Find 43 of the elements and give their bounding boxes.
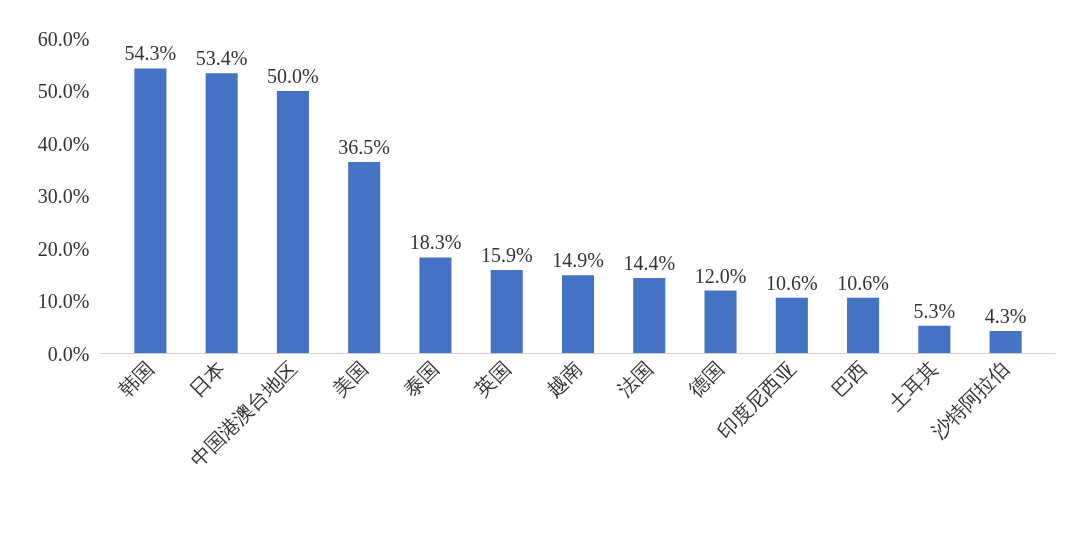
data-label: 50.0% (267, 65, 319, 87)
x-tick-label: 美国 (327, 356, 373, 402)
bar (633, 277, 666, 354)
y-tick-label: 10.0% (37, 290, 90, 312)
bar (775, 297, 808, 354)
bar (561, 275, 595, 354)
data-label: 14.9% (552, 249, 604, 272)
bar (134, 68, 167, 354)
x-tick-label: 韩国 (113, 356, 159, 402)
bar (419, 257, 452, 354)
bar (276, 91, 309, 354)
bar (490, 270, 523, 354)
bar (918, 325, 951, 354)
data-label: 18.3% (409, 231, 462, 254)
bar (989, 330, 1022, 354)
data-label: 12.0% (694, 264, 747, 287)
x-tick-label: 越南 (541, 356, 587, 402)
x-tick-label: 法国 (612, 356, 658, 402)
data-label: 14.4% (623, 251, 676, 274)
data-label: 5.3% (913, 299, 956, 322)
bar (348, 161, 381, 354)
data-label: 36.5% (338, 135, 391, 158)
y-tick-label: 50.0% (37, 80, 90, 102)
x-tick-label: 日本 (184, 356, 231, 402)
y-tick-label: 40.0% (37, 132, 90, 155)
x-tick-label: 英国 (469, 356, 516, 402)
x-tick-label: 泰国 (398, 356, 444, 402)
data-label: 53.4% (195, 47, 248, 70)
data-label: 4.3% (984, 304, 1027, 327)
y-tick-label: 60.0% (37, 27, 90, 50)
x-tick-label: 土耳其 (883, 356, 943, 416)
bar (847, 297, 880, 354)
data-label: 54.3% (124, 42, 177, 65)
data-label: 10.6% (765, 271, 818, 294)
bar (205, 73, 238, 354)
x-tick-label: 德国 (683, 356, 730, 402)
data-label: 15.9% (480, 244, 533, 267)
y-tick-label: 30.0% (37, 185, 90, 207)
bar (704, 290, 737, 354)
data-label: 10.6% (837, 271, 889, 294)
y-tick-label: 0.0% (47, 342, 90, 365)
y-tick-label: 20.0% (37, 237, 90, 260)
x-tick-label: 巴西 (826, 356, 872, 402)
